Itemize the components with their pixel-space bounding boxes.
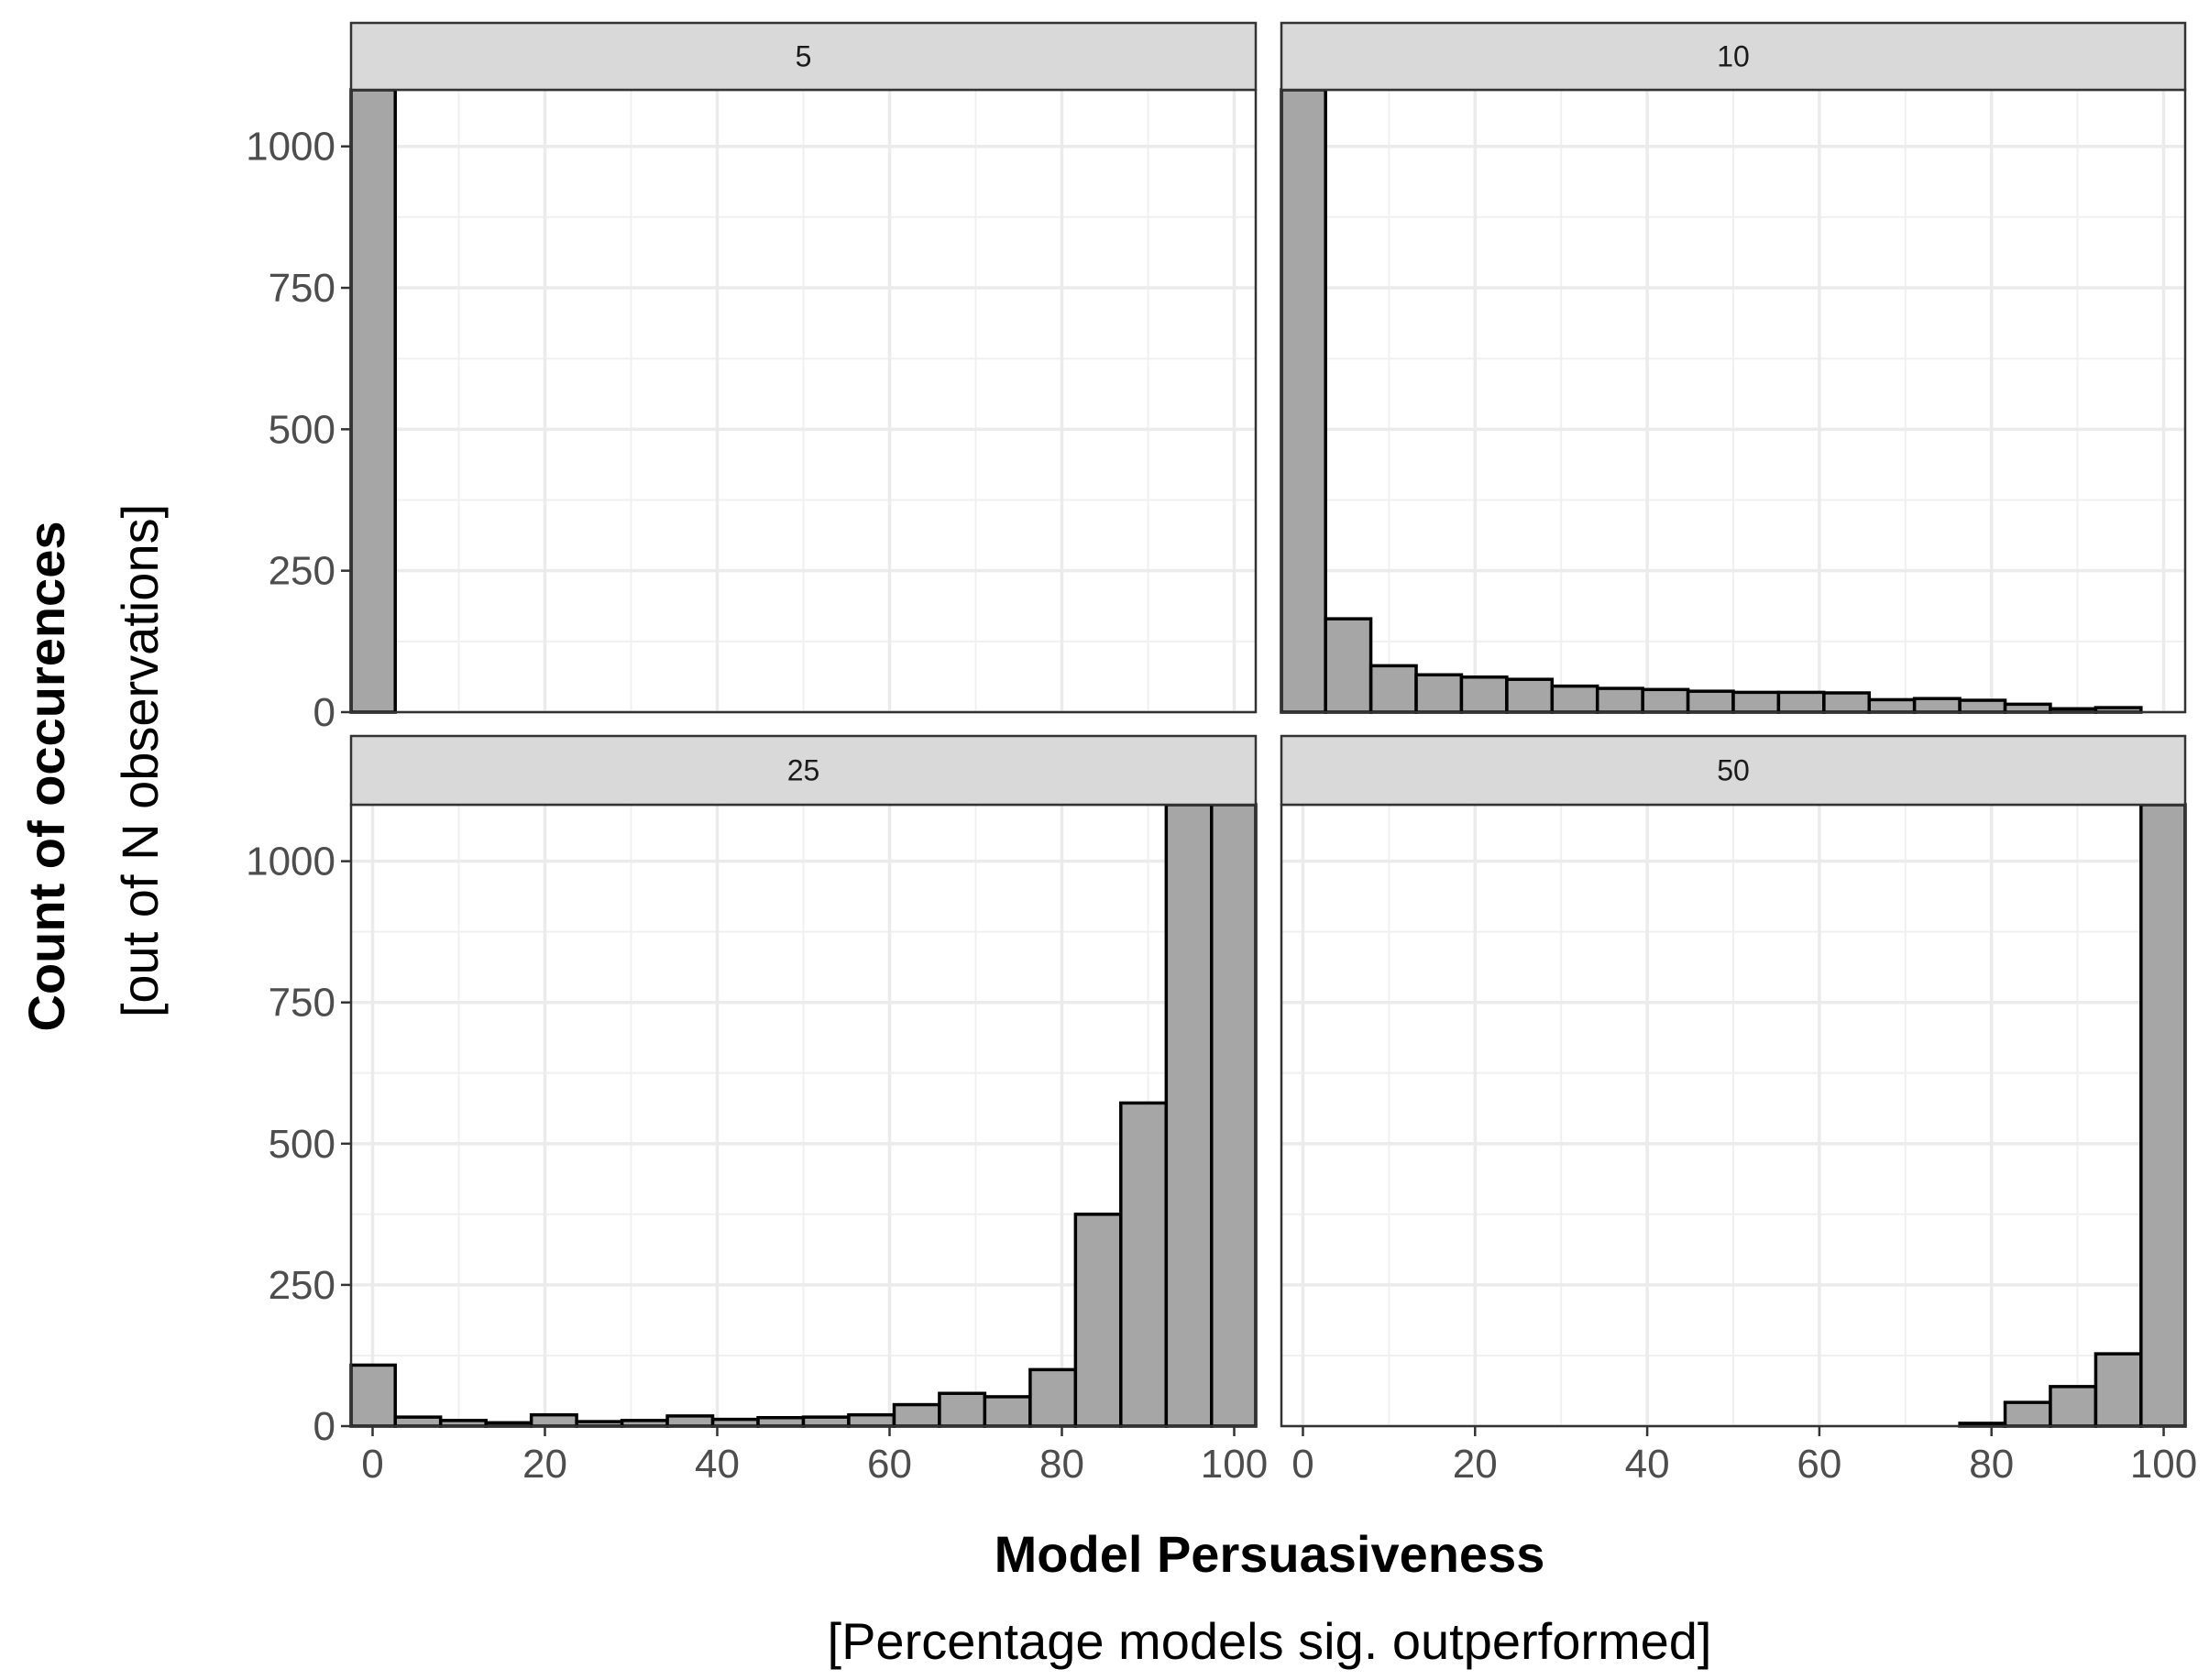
histogram-bar	[2049, 1385, 2098, 1428]
x-tick-label: 20	[522, 1442, 567, 1487]
y-tick-label: 0	[313, 690, 335, 735]
histogram-bar	[892, 1402, 941, 1428]
x-tick-label: 40	[1625, 1442, 1670, 1487]
histogram-bar	[349, 88, 397, 714]
histogram-bar	[1280, 88, 1327, 714]
y-tick-label: 750	[269, 981, 335, 1026]
x-tick-label: 0	[1291, 1442, 1313, 1487]
histogram-bar	[1912, 697, 1962, 714]
histogram-bar	[1867, 697, 1917, 714]
facet-panel-10: 10	[1280, 21, 2187, 714]
histogram-bar	[1731, 690, 1781, 714]
facet-strip-label: 5	[796, 40, 812, 73]
histogram-bar	[1414, 673, 1464, 714]
histogram-bar	[2139, 803, 2187, 1428]
histogram-bar	[2003, 1400, 2052, 1428]
histogram-bar	[349, 1363, 397, 1428]
facet-strip	[1280, 21, 2187, 92]
y-tick-label: 1000	[246, 125, 335, 170]
facet-strip	[1280, 734, 2187, 807]
y-axis-subtitle: [out of N observations]	[111, 504, 169, 1017]
histogram-bar	[1073, 1213, 1123, 1428]
x-axis-subtitle: [Percentage models sig. outperformed]	[828, 1612, 1712, 1670]
y-tick-label: 250	[269, 1263, 335, 1308]
histogram-bar	[1958, 698, 2007, 714]
histogram-bar	[1368, 664, 1418, 714]
x-tick-label: 0	[361, 1442, 383, 1487]
histogram-bar	[1459, 675, 1509, 714]
histogram-bar	[1550, 684, 1599, 714]
x-tick-label: 100	[1201, 1442, 1268, 1487]
histogram-bar	[801, 1415, 851, 1428]
y-tick-label: 0	[313, 1404, 335, 1449]
histogram-bar	[1505, 677, 1555, 714]
y-tick-label: 250	[269, 549, 335, 594]
y-tick-label: 500	[269, 1122, 335, 1167]
histogram-bar	[2003, 702, 2052, 714]
facet-strip-label: 25	[787, 754, 820, 787]
x-tick-label: 40	[695, 1442, 740, 1487]
histogram-bar	[1641, 687, 1690, 714]
x-axis-title: Model Persuasiveness	[995, 1525, 1545, 1583]
histogram-bar	[847, 1412, 896, 1428]
histogram-bar	[1119, 1101, 1168, 1428]
x-tick-label: 20	[1453, 1442, 1498, 1487]
y-axis-title: Count of occurences	[17, 522, 75, 1032]
y-tick-label: 750	[269, 266, 335, 311]
x-tick-label: 60	[1797, 1442, 1841, 1487]
histogram-bar	[1324, 617, 1373, 714]
histogram-bar	[665, 1414, 715, 1428]
histogram-bar	[1686, 689, 1735, 714]
facet-strip	[349, 21, 1258, 92]
x-tick-label: 80	[1039, 1442, 1084, 1487]
histogram-bar	[1210, 803, 1258, 1428]
histogram-bar	[756, 1416, 806, 1428]
histogram-bar	[1822, 691, 1872, 714]
x-tick-label: 60	[867, 1442, 912, 1487]
histogram-bar	[529, 1412, 578, 1428]
y-tick-label: 1000	[246, 840, 335, 884]
histogram-bar	[1028, 1367, 1078, 1428]
histogram-bar	[983, 1395, 1032, 1428]
x-tick-label: 80	[1969, 1442, 2014, 1487]
facet-strip-label: 10	[1717, 40, 1750, 73]
facet-panel-5: 5 0 250 500 750 1000	[246, 21, 1258, 735]
histogram-bar	[938, 1391, 987, 1428]
facet-strip-label: 50	[1717, 754, 1750, 787]
histogram-bar	[1164, 803, 1214, 1428]
facet-strip	[349, 734, 1258, 807]
facet-panel-50: 50 0 20 40 60 80 100	[1280, 734, 2197, 1487]
y-tick-label: 500	[269, 407, 335, 452]
histogram-bar	[393, 1415, 443, 1428]
histogram-bar	[1776, 690, 1826, 714]
histogram-bar	[1595, 686, 1644, 714]
histogram-bar	[2094, 1352, 2143, 1428]
x-tick-label: 100	[2130, 1442, 2197, 1487]
